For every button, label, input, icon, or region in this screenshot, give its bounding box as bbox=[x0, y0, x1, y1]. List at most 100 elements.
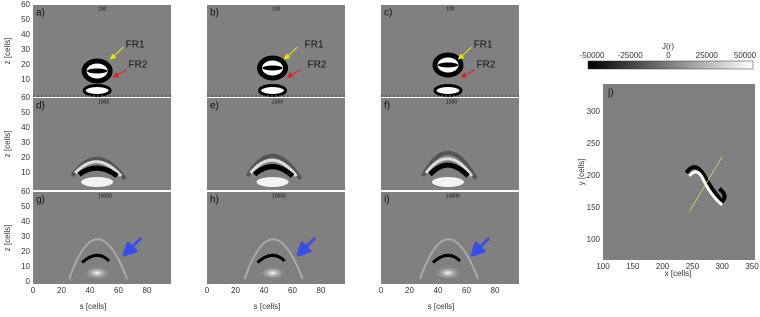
s-tick-label: 40 bbox=[86, 286, 95, 295]
structure bbox=[252, 164, 295, 178]
structure bbox=[82, 84, 112, 97]
x-tick-label: 300 bbox=[716, 262, 730, 271]
structure bbox=[258, 266, 287, 280]
z-axis-label: z [cells] bbox=[3, 131, 12, 158]
annotation: FR1 bbox=[305, 40, 324, 51]
colorbar bbox=[587, 60, 754, 70]
annotation-arrow bbox=[112, 69, 127, 78]
panel-image bbox=[381, 5, 519, 97]
z-tick-label: 10 bbox=[21, 75, 30, 84]
annotation: FR2 bbox=[128, 60, 147, 71]
structure bbox=[68, 238, 129, 280]
panel-label: h) bbox=[210, 195, 219, 206]
z-tick-label: 0 bbox=[26, 277, 31, 286]
panel-title: 10000 bbox=[446, 193, 460, 199]
panel-label: g) bbox=[36, 195, 45, 206]
panel-label: c) bbox=[384, 8, 392, 19]
y-tick-label: 100 bbox=[587, 235, 601, 244]
z-tick-label: 40 bbox=[21, 123, 30, 132]
colorbar-tick-label: -25000 bbox=[618, 51, 643, 60]
z-tick-label: 60 bbox=[21, 93, 30, 102]
panel: b) 100 FR1 FR2 bbox=[207, 5, 345, 97]
s-tick-label: 60 bbox=[114, 286, 123, 295]
s-tick-label: 20 bbox=[231, 286, 240, 295]
y-tick-label: 250 bbox=[587, 139, 601, 148]
structure bbox=[431, 253, 462, 264]
y-tick-label: 200 bbox=[587, 171, 601, 180]
panel-title: 1000 bbox=[98, 99, 109, 105]
structure bbox=[249, 158, 298, 177]
x-tick-label: 350 bbox=[745, 262, 759, 271]
blue-arrow bbox=[296, 236, 317, 257]
panel-title: 10000 bbox=[98, 193, 112, 199]
colorbar-tick-label: 0 bbox=[666, 51, 671, 60]
y-axis-label: y [cells] bbox=[577, 159, 586, 186]
panel-image bbox=[33, 98, 171, 190]
structure bbox=[684, 165, 727, 205]
panel: g) 10000 bbox=[33, 192, 171, 284]
x-tick-label: 100 bbox=[596, 262, 610, 271]
panel-title: 1000 bbox=[446, 99, 457, 105]
panel-label: b) bbox=[210, 8, 219, 19]
z-tick-label: 10 bbox=[21, 262, 30, 271]
s-tick-label: 0 bbox=[379, 286, 384, 295]
structure bbox=[428, 162, 470, 178]
structure bbox=[83, 266, 112, 280]
annotation: FR1 bbox=[126, 40, 145, 51]
structure bbox=[81, 253, 111, 264]
z-tick-label: 50 bbox=[21, 202, 30, 211]
x-tick-label: 250 bbox=[686, 262, 700, 271]
panel: c) 100 FR1 FR2 bbox=[381, 5, 519, 97]
y-tick-label: 150 bbox=[587, 203, 601, 212]
annotation-arrow bbox=[286, 69, 301, 78]
s-tick-label: 80 bbox=[143, 286, 152, 295]
z-tick-label: 30 bbox=[21, 45, 30, 54]
structure bbox=[421, 150, 478, 180]
panel-title: 1000 bbox=[272, 99, 283, 105]
structure bbox=[424, 157, 474, 177]
structure bbox=[77, 165, 119, 179]
s-tick-label: 40 bbox=[260, 286, 269, 295]
s-tick-label: 0 bbox=[205, 286, 210, 295]
structure bbox=[437, 62, 458, 68]
panel-title: 100 bbox=[272, 6, 281, 12]
s-tick-label: 20 bbox=[57, 286, 66, 295]
structure bbox=[258, 84, 288, 97]
structure bbox=[74, 160, 123, 178]
structure bbox=[431, 177, 464, 187]
s-tick-label: 80 bbox=[491, 286, 500, 295]
panel: e) 1000 bbox=[207, 98, 345, 190]
z-tick-label: 20 bbox=[21, 247, 30, 256]
blue-arrow bbox=[122, 236, 143, 257]
z-tick-label: 20 bbox=[21, 60, 30, 69]
panel-image bbox=[207, 98, 345, 190]
structure bbox=[262, 65, 283, 71]
s-tick-label: 60 bbox=[288, 286, 297, 295]
panel-title: 10000 bbox=[272, 193, 286, 199]
z-axis-label: z [cells] bbox=[3, 225, 12, 252]
panel: f) 1000 bbox=[381, 98, 519, 190]
structure bbox=[243, 238, 304, 280]
structure bbox=[433, 84, 463, 97]
annotation-arrow bbox=[457, 46, 472, 60]
structure bbox=[256, 177, 289, 187]
z-tick-label: 40 bbox=[21, 30, 30, 39]
y-tick-label: 300 bbox=[587, 107, 601, 116]
panel: a) 100 FR1 FR2 bbox=[33, 5, 171, 97]
panel-label: d) bbox=[36, 101, 45, 112]
z-axis-label: z [cells] bbox=[3, 38, 12, 65]
annotation-arrow bbox=[109, 46, 124, 60]
panel-image bbox=[603, 84, 755, 260]
panel-label: e) bbox=[210, 101, 219, 112]
s-tick-label: 40 bbox=[434, 286, 443, 295]
structure bbox=[433, 266, 462, 280]
annotation-arrow bbox=[283, 46, 298, 60]
s-axis-label: s [cells] bbox=[428, 302, 455, 311]
structure bbox=[419, 238, 479, 280]
annotation: FR1 bbox=[474, 40, 493, 51]
annotation: FR2 bbox=[476, 60, 495, 71]
z-tick-label: 20 bbox=[21, 153, 30, 162]
panel-label: i) bbox=[384, 195, 390, 206]
z-tick-label: 60 bbox=[21, 187, 30, 196]
s-axis-label: s [cells] bbox=[254, 302, 281, 311]
